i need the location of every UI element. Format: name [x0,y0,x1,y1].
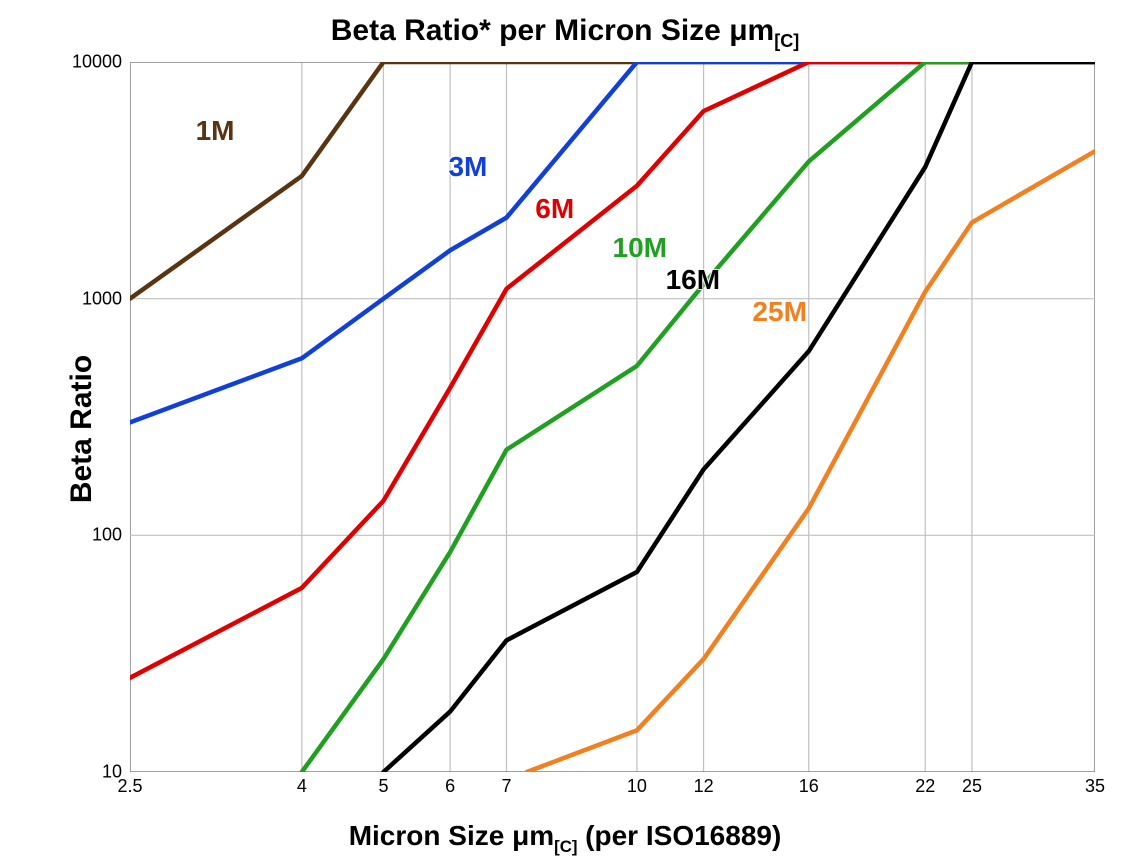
x-tick-label: 22 [915,776,935,797]
plot-svg [130,62,1095,772]
y-tick-label: 10000 [72,52,122,73]
series-label-10M: 10M [613,232,667,264]
x-tick-label: 5 [378,776,388,797]
x-tick-label: 35 [1085,776,1105,797]
x-axis-label: Micron Size μm[C] (per ISO16889) [0,820,1130,852]
series-label-25M: 25M [752,296,806,328]
x-tick-label: 6 [445,776,455,797]
x-tick-label: 4 [297,776,307,797]
x-tick-label: 12 [694,776,714,797]
chart-container: Beta Ratio* per Micron Size μm[C] Beta R… [0,0,1130,858]
series-label-16M: 16M [666,264,720,296]
y-tick-label: 10 [102,762,122,783]
series-label-3M: 3M [448,151,487,183]
x-tick-label: 25 [962,776,982,797]
x-tick-label: 10 [627,776,647,797]
y-tick-label: 100 [92,525,122,546]
series-label-1M: 1M [196,115,235,147]
y-tick-label: 1000 [82,288,122,309]
x-tick-label: 7 [501,776,511,797]
y-axis-label: Beta Ratio [65,355,99,503]
plot-area: 2.54567101216222535101001000100001M3M6M1… [130,62,1095,772]
chart-title: Beta Ratio* per Micron Size μm[C] [0,14,1130,48]
series-label-6M: 6M [535,193,574,225]
x-tick-label: 16 [799,776,819,797]
